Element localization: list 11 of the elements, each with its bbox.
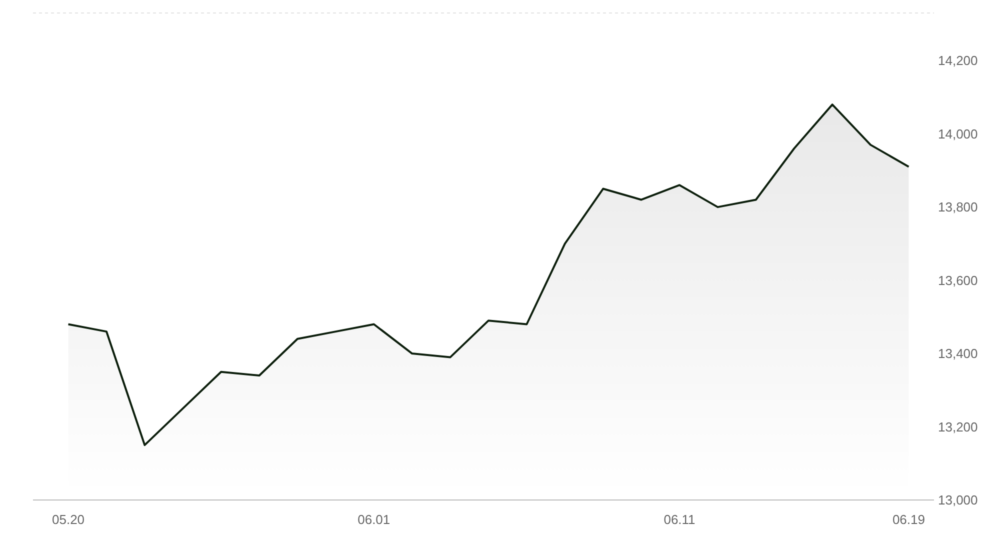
y-tick-label: 13,400 bbox=[938, 346, 978, 362]
y-tick-label: 13,200 bbox=[938, 419, 978, 434]
y-tick-label: 13,800 bbox=[938, 200, 978, 215]
y-tick-label: 14,000 bbox=[938, 126, 978, 142]
x-tick-label: 06.01 bbox=[358, 512, 390, 527]
y-tick-label: 13,600 bbox=[938, 272, 978, 288]
y-tick-label: 13,000 bbox=[938, 492, 978, 508]
x-tick-label: 05.20 bbox=[52, 512, 85, 527]
x-tick-label: 06.19 bbox=[892, 512, 925, 527]
x-tick-label: 06.11 bbox=[664, 512, 696, 527]
y-tick-label: 14,200 bbox=[938, 53, 978, 68]
